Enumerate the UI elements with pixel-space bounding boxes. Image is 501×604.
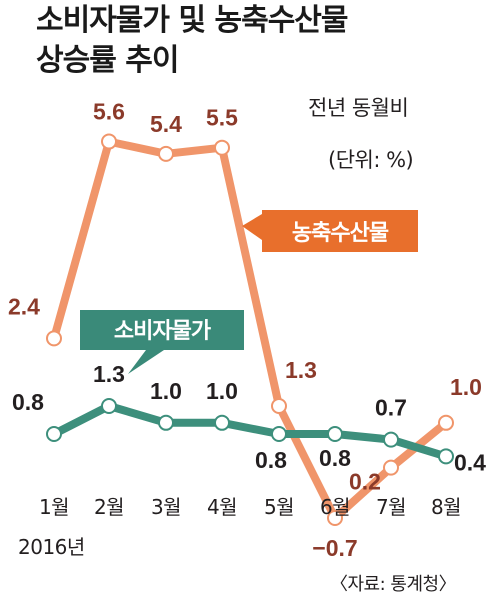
cpi-data-label-7: 0.7 xyxy=(375,395,407,421)
farm-data-label-8: 1.0 xyxy=(450,374,482,400)
farm-point-8 xyxy=(438,414,454,431)
cpi-point-1 xyxy=(46,426,62,442)
cpi-data-label-4: 1.0 xyxy=(206,378,238,404)
farm-point-6 xyxy=(327,510,343,526)
x-tick-label-5: 5월 xyxy=(264,495,294,519)
cpi-data-label-2: 1.3 xyxy=(93,361,125,387)
farm-data-label-7: 0.2 xyxy=(349,469,381,495)
cpi-data-label-5: 0.8 xyxy=(255,447,287,473)
x-tick-label-8: 8월 xyxy=(431,495,461,519)
cpi-point-4 xyxy=(214,414,230,431)
cpi-point-6 xyxy=(327,426,343,442)
x-tick-label-7: 7월 xyxy=(376,495,406,519)
farm-point-1 xyxy=(46,330,62,347)
x-tick-label-3: 3월 xyxy=(151,495,181,519)
farm-point-5 xyxy=(271,398,287,414)
farm-data-label-3: 5.4 xyxy=(150,111,182,137)
cpi-data-label-6: 0.8 xyxy=(319,445,351,471)
farm-series-tag-box xyxy=(242,210,418,252)
cpi-data-label-8: 0.4 xyxy=(454,449,486,475)
cpi-point-5 xyxy=(271,426,287,442)
cpi-point-7 xyxy=(383,431,399,448)
cpi-series-line xyxy=(50,402,450,461)
unit-note: (단위: %) xyxy=(328,148,414,172)
cpi-series-tag-label: 소비자물가 xyxy=(114,319,211,344)
cpi-data-label-3: 1.0 xyxy=(150,378,182,404)
cpi-series-tag-box xyxy=(80,310,244,374)
basis-note: 전년 동월비 xyxy=(308,96,409,120)
x-tick-label-1: 1월 xyxy=(39,495,69,519)
farm-point-2 xyxy=(101,133,117,150)
cpi-point-8 xyxy=(438,448,454,465)
cpi-point-2 xyxy=(101,398,117,414)
chart-title-line2: 상승률 추이 xyxy=(36,43,179,78)
farm-series-tag-label: 농축수산물 xyxy=(292,221,389,246)
farm-data-label-2: 5.6 xyxy=(93,99,125,125)
chart-title-line1: 소비자물가 및 농축수산물 xyxy=(36,3,348,38)
farm-point-7 xyxy=(383,459,399,476)
farm-data-label-4: 5.5 xyxy=(206,105,238,131)
source-note: 〈자료: 통계청〉 xyxy=(330,574,457,595)
farm-point-3 xyxy=(158,145,174,162)
cpi-data-label-1: 0.8 xyxy=(12,389,44,415)
x-tick-label-4: 4월 xyxy=(207,495,237,519)
farm-point-4 xyxy=(214,139,230,156)
farm-data-label-6: −0.7 xyxy=(312,535,357,561)
x-tick-label-2: 2월 xyxy=(94,495,124,519)
year-label: 2016년 xyxy=(18,535,85,559)
cpi-point-3 xyxy=(158,414,174,431)
farm-series-line xyxy=(50,137,450,522)
farm-data-label-5: 1.3 xyxy=(285,357,317,383)
farm-data-label-1: 2.4 xyxy=(8,293,40,319)
x-tick-label-6: 6월 xyxy=(320,495,350,519)
